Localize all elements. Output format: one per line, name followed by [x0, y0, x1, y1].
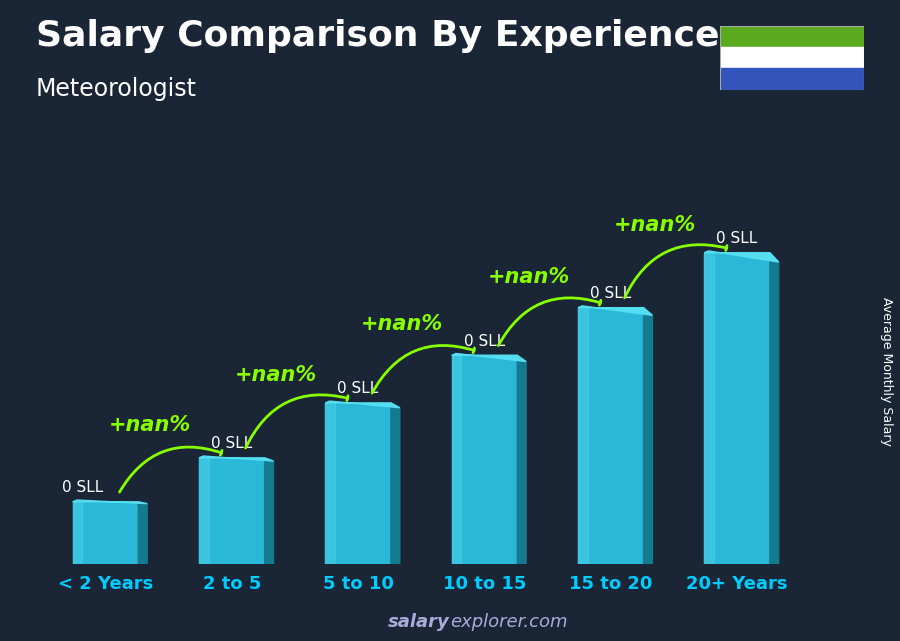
Bar [704, 253, 714, 564]
Text: +nan%: +nan% [614, 215, 696, 235]
Bar [720, 26, 864, 47]
Bar [325, 403, 335, 564]
Bar [452, 355, 518, 564]
Text: +nan%: +nan% [235, 365, 317, 385]
Bar [720, 47, 864, 69]
Text: 0 SLL: 0 SLL [464, 334, 505, 349]
Text: +nan%: +nan% [109, 415, 191, 435]
Text: 0 SLL: 0 SLL [338, 381, 379, 396]
Polygon shape [139, 502, 148, 564]
Text: +nan%: +nan% [361, 314, 444, 334]
Bar [578, 308, 588, 564]
Polygon shape [199, 456, 274, 461]
Bar [199, 458, 209, 564]
Polygon shape [578, 306, 652, 315]
Polygon shape [265, 458, 274, 564]
Polygon shape [391, 403, 400, 564]
Bar [73, 502, 139, 564]
Polygon shape [518, 355, 526, 564]
Polygon shape [770, 253, 778, 564]
Bar [720, 69, 864, 90]
Text: Average Monthly Salary: Average Monthly Salary [880, 297, 893, 446]
Text: 0 SLL: 0 SLL [590, 286, 632, 301]
Bar [73, 502, 83, 564]
Bar [704, 253, 770, 564]
Polygon shape [452, 353, 526, 362]
Text: 0 SLL: 0 SLL [212, 437, 252, 451]
Bar [325, 403, 391, 564]
Polygon shape [644, 308, 652, 564]
Text: Salary Comparison By Experience: Salary Comparison By Experience [36, 19, 719, 53]
Text: +nan%: +nan% [488, 267, 570, 287]
Bar [199, 458, 265, 564]
Polygon shape [73, 500, 148, 504]
Text: explorer.com: explorer.com [450, 613, 568, 631]
Bar [452, 355, 462, 564]
Bar [578, 308, 644, 564]
Text: 0 SLL: 0 SLL [716, 231, 758, 246]
Text: Meteorologist: Meteorologist [36, 77, 197, 101]
Text: salary: salary [388, 613, 450, 631]
Text: 0 SLL: 0 SLL [62, 480, 104, 495]
Polygon shape [704, 251, 778, 262]
Polygon shape [325, 401, 400, 408]
